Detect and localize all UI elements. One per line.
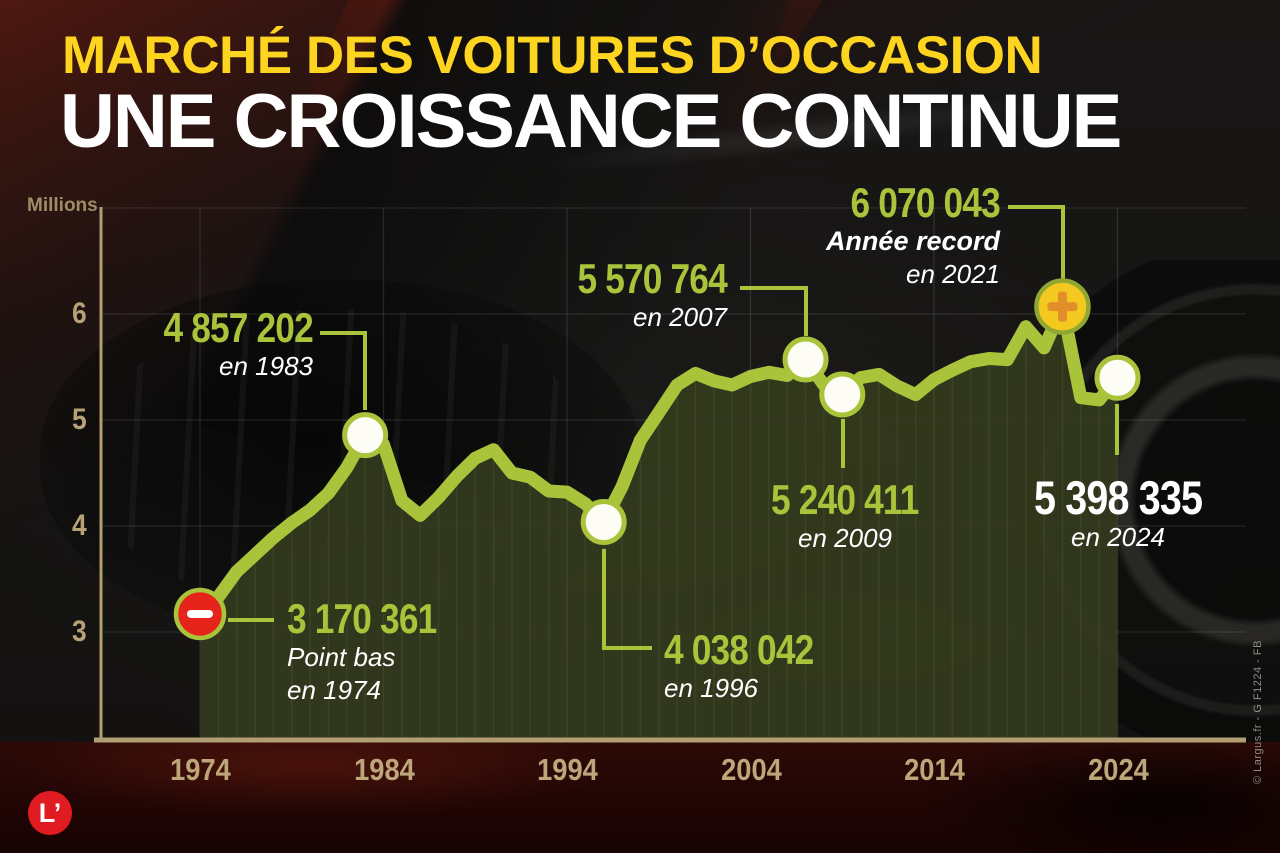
callout-2021: 6 070 043 Année record en 2021 — [822, 179, 1001, 290]
y-tick-5: 5 — [72, 403, 87, 436]
callout-1974-value: 3 170 361 — [287, 595, 437, 642]
callout-2021-note: Année record — [825, 226, 1000, 256]
background-red-floor — [0, 742, 1280, 853]
y-tick-6: 6 — [72, 297, 87, 330]
callout-1974-note: Point bas — [287, 642, 396, 672]
callout-2007: 5 570 764 en 2007 — [549, 255, 728, 333]
callout-1996-value: 4 038 042 — [664, 626, 814, 673]
callout-1983-year: en 1983 — [219, 351, 313, 381]
callout-2009-year: en 2009 — [798, 523, 892, 553]
x-tick-2004: 2004 — [720, 752, 782, 787]
x-tick-1974: 1974 — [169, 752, 231, 787]
y-tick-4: 4 — [72, 509, 87, 542]
callout-1983-value: 4 857 202 — [163, 304, 314, 351]
x-tick-1984: 1984 — [353, 752, 415, 787]
copyright-credit: © Largus.fr - G F1224 - FB — [1252, 640, 1264, 784]
callout-2007-value: 5 570 764 — [577, 255, 728, 302]
x-tick-1994: 1994 — [536, 752, 598, 787]
x-tick-2014: 2014 — [903, 752, 965, 787]
callout-2007-year: en 2007 — [633, 302, 727, 332]
largus-logo: L’ — [28, 791, 72, 835]
callout-2024-year: en 2024 — [1071, 522, 1165, 552]
callout-1974: 3 170 361 Point bas en 1974 — [287, 595, 465, 706]
callout-2024: 5 398 335 en 2024 — [985, 471, 1251, 552]
callout-2009-value: 5 240 411 — [771, 476, 919, 523]
callout-1996-year: en 1996 — [664, 673, 758, 703]
y-tick-3: 3 — [72, 615, 87, 648]
callout-1996: 4 038 042 en 1996 — [664, 626, 842, 704]
callout-2024-value: 5 398 335 — [1033, 471, 1203, 524]
x-tick-2024: 2024 — [1087, 752, 1149, 787]
background-car-grille — [40, 280, 640, 640]
page-title: UNE CROISSANCE CONTINUE — [60, 79, 1122, 164]
callout-2009: 5 240 411 en 2009 — [727, 476, 963, 554]
callout-1983: 4 857 202 en 1983 — [135, 304, 314, 382]
chart-kicker: MARCHÉ DES VOITURES D’OCCASION — [62, 26, 1043, 85]
y-axis-unit-label: Millions — [27, 195, 98, 216]
callout-1974-year: en 1974 — [287, 675, 381, 705]
callout-2021-year: en 2021 — [906, 259, 1000, 289]
callout-2021-value: 6 070 043 — [850, 179, 1001, 226]
